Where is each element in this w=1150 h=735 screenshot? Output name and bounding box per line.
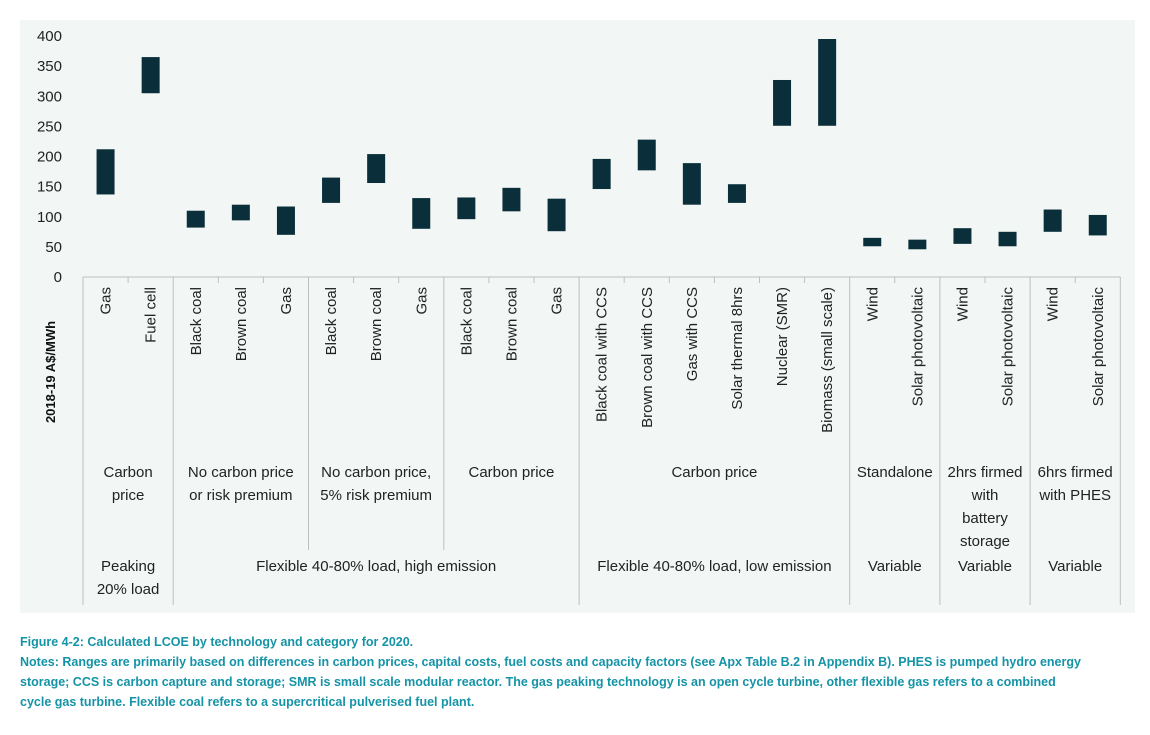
group-label-level2: Flexible 40-80% load, high emission [256, 558, 496, 575]
category-label: Nuclear (SMR) [774, 287, 791, 386]
y-tick-label: 150 [37, 179, 62, 196]
category-label: Brown coal [503, 287, 520, 361]
group-label-level1: Carbon [103, 464, 152, 481]
y-axis-title: 2018-19 A$/MWh [43, 321, 58, 423]
group-label-level2: Variable [1048, 558, 1102, 575]
category-label: Wind [1045, 287, 1062, 321]
range-bar [773, 79, 792, 126]
category-label: Gas [278, 287, 295, 315]
range-bar [863, 237, 882, 247]
category-label: Solar photovoltaic [909, 287, 926, 407]
chart-panel: 0 50 100 150 200 250 300 350 400 2018-19 A$/MWh Ga… [20, 20, 1135, 613]
group-label-level1: with PHES [1038, 487, 1111, 504]
group-label-level2: Flexible 40-80% load, low emission [597, 558, 831, 575]
category-label: Brown coal [368, 287, 385, 361]
group-label-level2: Variable [958, 558, 1012, 575]
caption-title: Figure 4-2: Calculated LCOE by technolog… [20, 635, 414, 649]
caption-notes-line-3: cycle gas turbine. Flexible coal refers … [20, 695, 475, 709]
range-bar [1088, 214, 1107, 236]
y-tick-label: 200 [37, 149, 62, 166]
category-label: Gas [549, 287, 566, 315]
range-bar [637, 139, 656, 171]
group-label-level1: Standalone [857, 464, 933, 481]
category-label: Black coal [458, 287, 475, 355]
category-label: Black coal [188, 287, 205, 355]
y-tick-label: 0 [54, 269, 62, 286]
group-label-level1: Carbon price [671, 464, 757, 481]
range-bar [818, 39, 837, 126]
category-label: Black coal [323, 287, 340, 355]
category-label: Brown coal [233, 287, 250, 361]
range-bar [908, 239, 927, 250]
caption-notes-line-1: Notes: Ranges are primarily based on dif… [20, 655, 1081, 669]
category-label: Solar photovoltaic [1000, 287, 1017, 407]
range-bar [953, 228, 972, 244]
range-bar [727, 184, 746, 203]
range-bar [457, 197, 476, 220]
group-label-level1: battery [962, 510, 1008, 527]
range-bar [682, 163, 701, 205]
caption-notes-line-2: storage; CCS is carbon capture and stora… [20, 675, 1056, 689]
category-label: Wind [864, 287, 881, 321]
lcoe-range-chart: 0 50 100 150 200 250 300 350 400 2018-19 A$/MWh Ga… [37, 28, 1121, 605]
range-bar [186, 210, 205, 228]
range-bar [276, 206, 295, 235]
range-bar [231, 204, 250, 221]
category-label: Fuel cell [143, 287, 160, 343]
group-label-level1: price [112, 487, 145, 504]
range-bar [141, 57, 160, 94]
category-label: Biomass (small scale) [819, 287, 836, 433]
group-label-level1: 5% risk premium [320, 487, 432, 504]
y-tick-label: 250 [37, 118, 62, 135]
category-label: Gas [98, 287, 115, 315]
y-tick-label: 300 [37, 88, 62, 105]
group-label-level2: Variable [868, 558, 922, 575]
figure-caption: Figure 4-2: Calculated LCOE by technolog… [20, 632, 1135, 712]
group-label-level1: Carbon price [469, 464, 555, 481]
range-bar [96, 149, 115, 195]
group-label-level1: storage [960, 533, 1010, 550]
range-bar [502, 187, 521, 212]
y-tick-label: 50 [45, 239, 62, 256]
range-bar [367, 154, 386, 184]
y-tick-label: 400 [37, 28, 62, 45]
y-tick-label: 350 [37, 58, 62, 75]
group-label-level1: No carbon price [188, 464, 294, 481]
range-bar [998, 231, 1017, 247]
range-bar [547, 198, 566, 232]
group-label-level2: 20% load [97, 581, 160, 598]
category-label: Solar thermal 8hrs [729, 287, 746, 410]
category-label: Solar photovoltaic [1090, 287, 1107, 407]
group-label-level2: Peaking [101, 558, 155, 575]
range-bar [592, 158, 611, 190]
range-bar [412, 198, 431, 229]
category-label: Brown coal with CCS [639, 287, 656, 428]
group-label-level1: or risk premium [189, 487, 292, 504]
category-label: Black coal with CCS [594, 287, 611, 422]
group-label-level1: 6hrs firmed [1038, 464, 1113, 481]
group-label-level1: No carbon price, [321, 464, 431, 481]
range-bar [322, 177, 341, 203]
y-tick-label: 100 [37, 209, 62, 226]
group-label-level1: with [971, 487, 999, 504]
group-label-level1: 2hrs firmed [947, 464, 1022, 481]
category-label: Wind [954, 287, 971, 321]
category-label: Gas [413, 287, 430, 315]
category-label: Gas with CCS [684, 287, 701, 381]
range-bar [1043, 209, 1062, 232]
